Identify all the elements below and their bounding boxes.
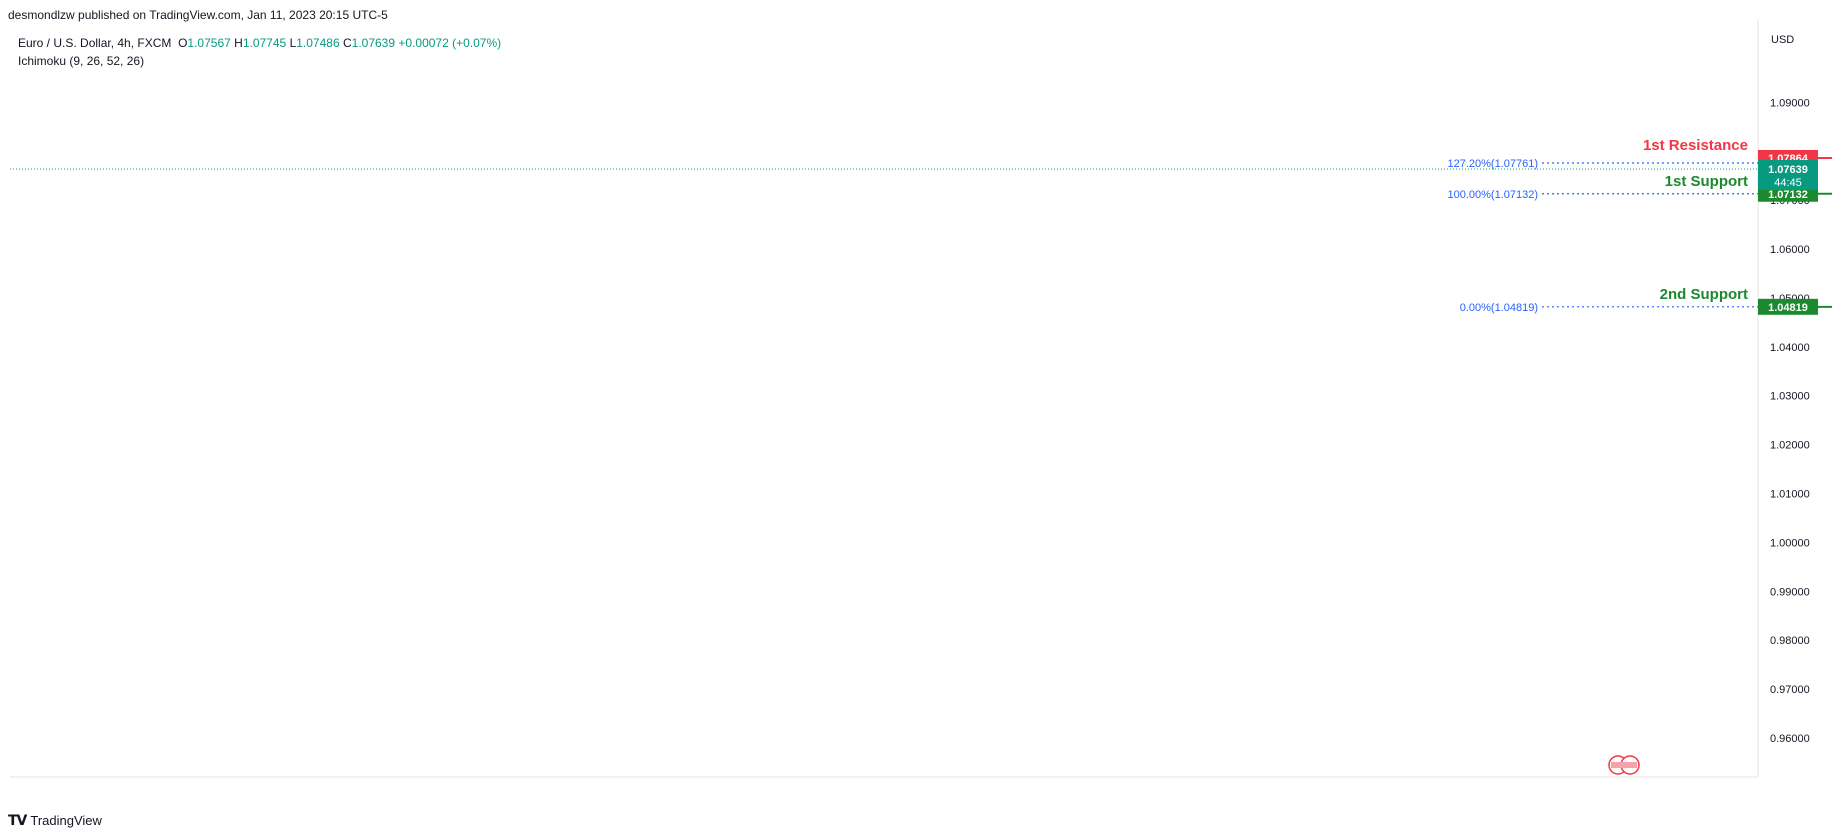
- y-tick-label: 1.09000: [1770, 97, 1810, 109]
- high-value: 1.07745: [242, 36, 287, 50]
- level-price-text: 1.07132: [1768, 189, 1808, 201]
- currency-label: USD: [1771, 34, 1795, 46]
- fib-label: 100.00%(1.07132): [1447, 189, 1538, 201]
- current-price-badge: [1758, 159, 1818, 190]
- indicator-label[interactable]: Ichimoku (9, 26, 52, 26): [18, 54, 145, 68]
- level-price-badge: [1758, 298, 1818, 315]
- tradingview-logo-icon: 𝗧𝗩: [8, 812, 27, 828]
- y-tick-label: 0.96000: [1770, 733, 1810, 745]
- symbol-name[interactable]: Euro / U.S. Dollar, 4h, FXCM: [18, 36, 172, 50]
- open-value: 1.07567: [187, 36, 231, 50]
- current-price-text: 1.07639: [1768, 164, 1808, 176]
- publisher-line: desmondlzw published on TradingView.com,…: [8, 8, 388, 22]
- y-tick-label: 1.03000: [1770, 391, 1810, 403]
- chart-legend: Euro / U.S. Dollar, 4h, FXCM O1.07567 H1…: [18, 34, 501, 70]
- event-flag-stripe: [1611, 762, 1637, 768]
- price-chart[interactable]: 0.96000 0.97000 0.98000 0.99000 1.00000 1.010…: [0, 0, 1832, 810]
- brand-name: TradingView: [30, 813, 102, 828]
- y-tick-label: 0.97000: [1770, 684, 1810, 696]
- y-tick-label: 1.01000: [1770, 488, 1810, 500]
- low-label: L: [289, 36, 297, 50]
- low-value: 1.07486: [296, 36, 340, 50]
- y-axis-ticks: 0.96000 0.97000 0.98000 0.99000 1.00000 1.010…: [1770, 97, 1810, 744]
- fib-label: 127.20%(1.07761): [1447, 158, 1538, 170]
- events-flag-icon: [1608, 755, 1640, 775]
- level-price-text: 1.04819: [1768, 302, 1808, 314]
- fib-labels: 127.20%(1.07761) 100.00%(1.07132) 0.00%(1.…: [1447, 158, 1758, 314]
- footer-brand[interactable]: 𝗧𝗩 TradingView: [8, 812, 102, 829]
- high-label: H: [234, 36, 243, 50]
- level-name-label: 1st Support: [1665, 173, 1748, 190]
- level-name-label: 2nd Support: [1660, 286, 1748, 303]
- fib-label: 0.00%(1.04819): [1460, 302, 1538, 314]
- y-tick-label: 1.02000: [1770, 440, 1810, 452]
- close-value: 1.07639: [351, 36, 396, 50]
- ohlc-values: O1.07567 H1.07745 L1.07486 C1.07639 +0.0…: [175, 36, 501, 50]
- y-tick-label: 0.99000: [1770, 586, 1810, 598]
- bar-countdown-text: 44:45: [1774, 177, 1802, 189]
- change-value: +0.00072 (+0.07%): [398, 36, 502, 50]
- y-tick-label: 1.06000: [1770, 244, 1810, 256]
- open-label: O: [178, 36, 188, 50]
- close-label: C: [342, 36, 352, 50]
- y-tick-label: 1.00000: [1770, 537, 1810, 549]
- y-tick-label: 1.04000: [1770, 342, 1810, 354]
- level-name-label: 1st Resistance: [1643, 137, 1748, 154]
- y-tick-label: 0.98000: [1770, 635, 1810, 647]
- symbol-ohlc-row: Euro / U.S. Dollar, 4h, FXCM O1.07567 H1…: [18, 34, 501, 52]
